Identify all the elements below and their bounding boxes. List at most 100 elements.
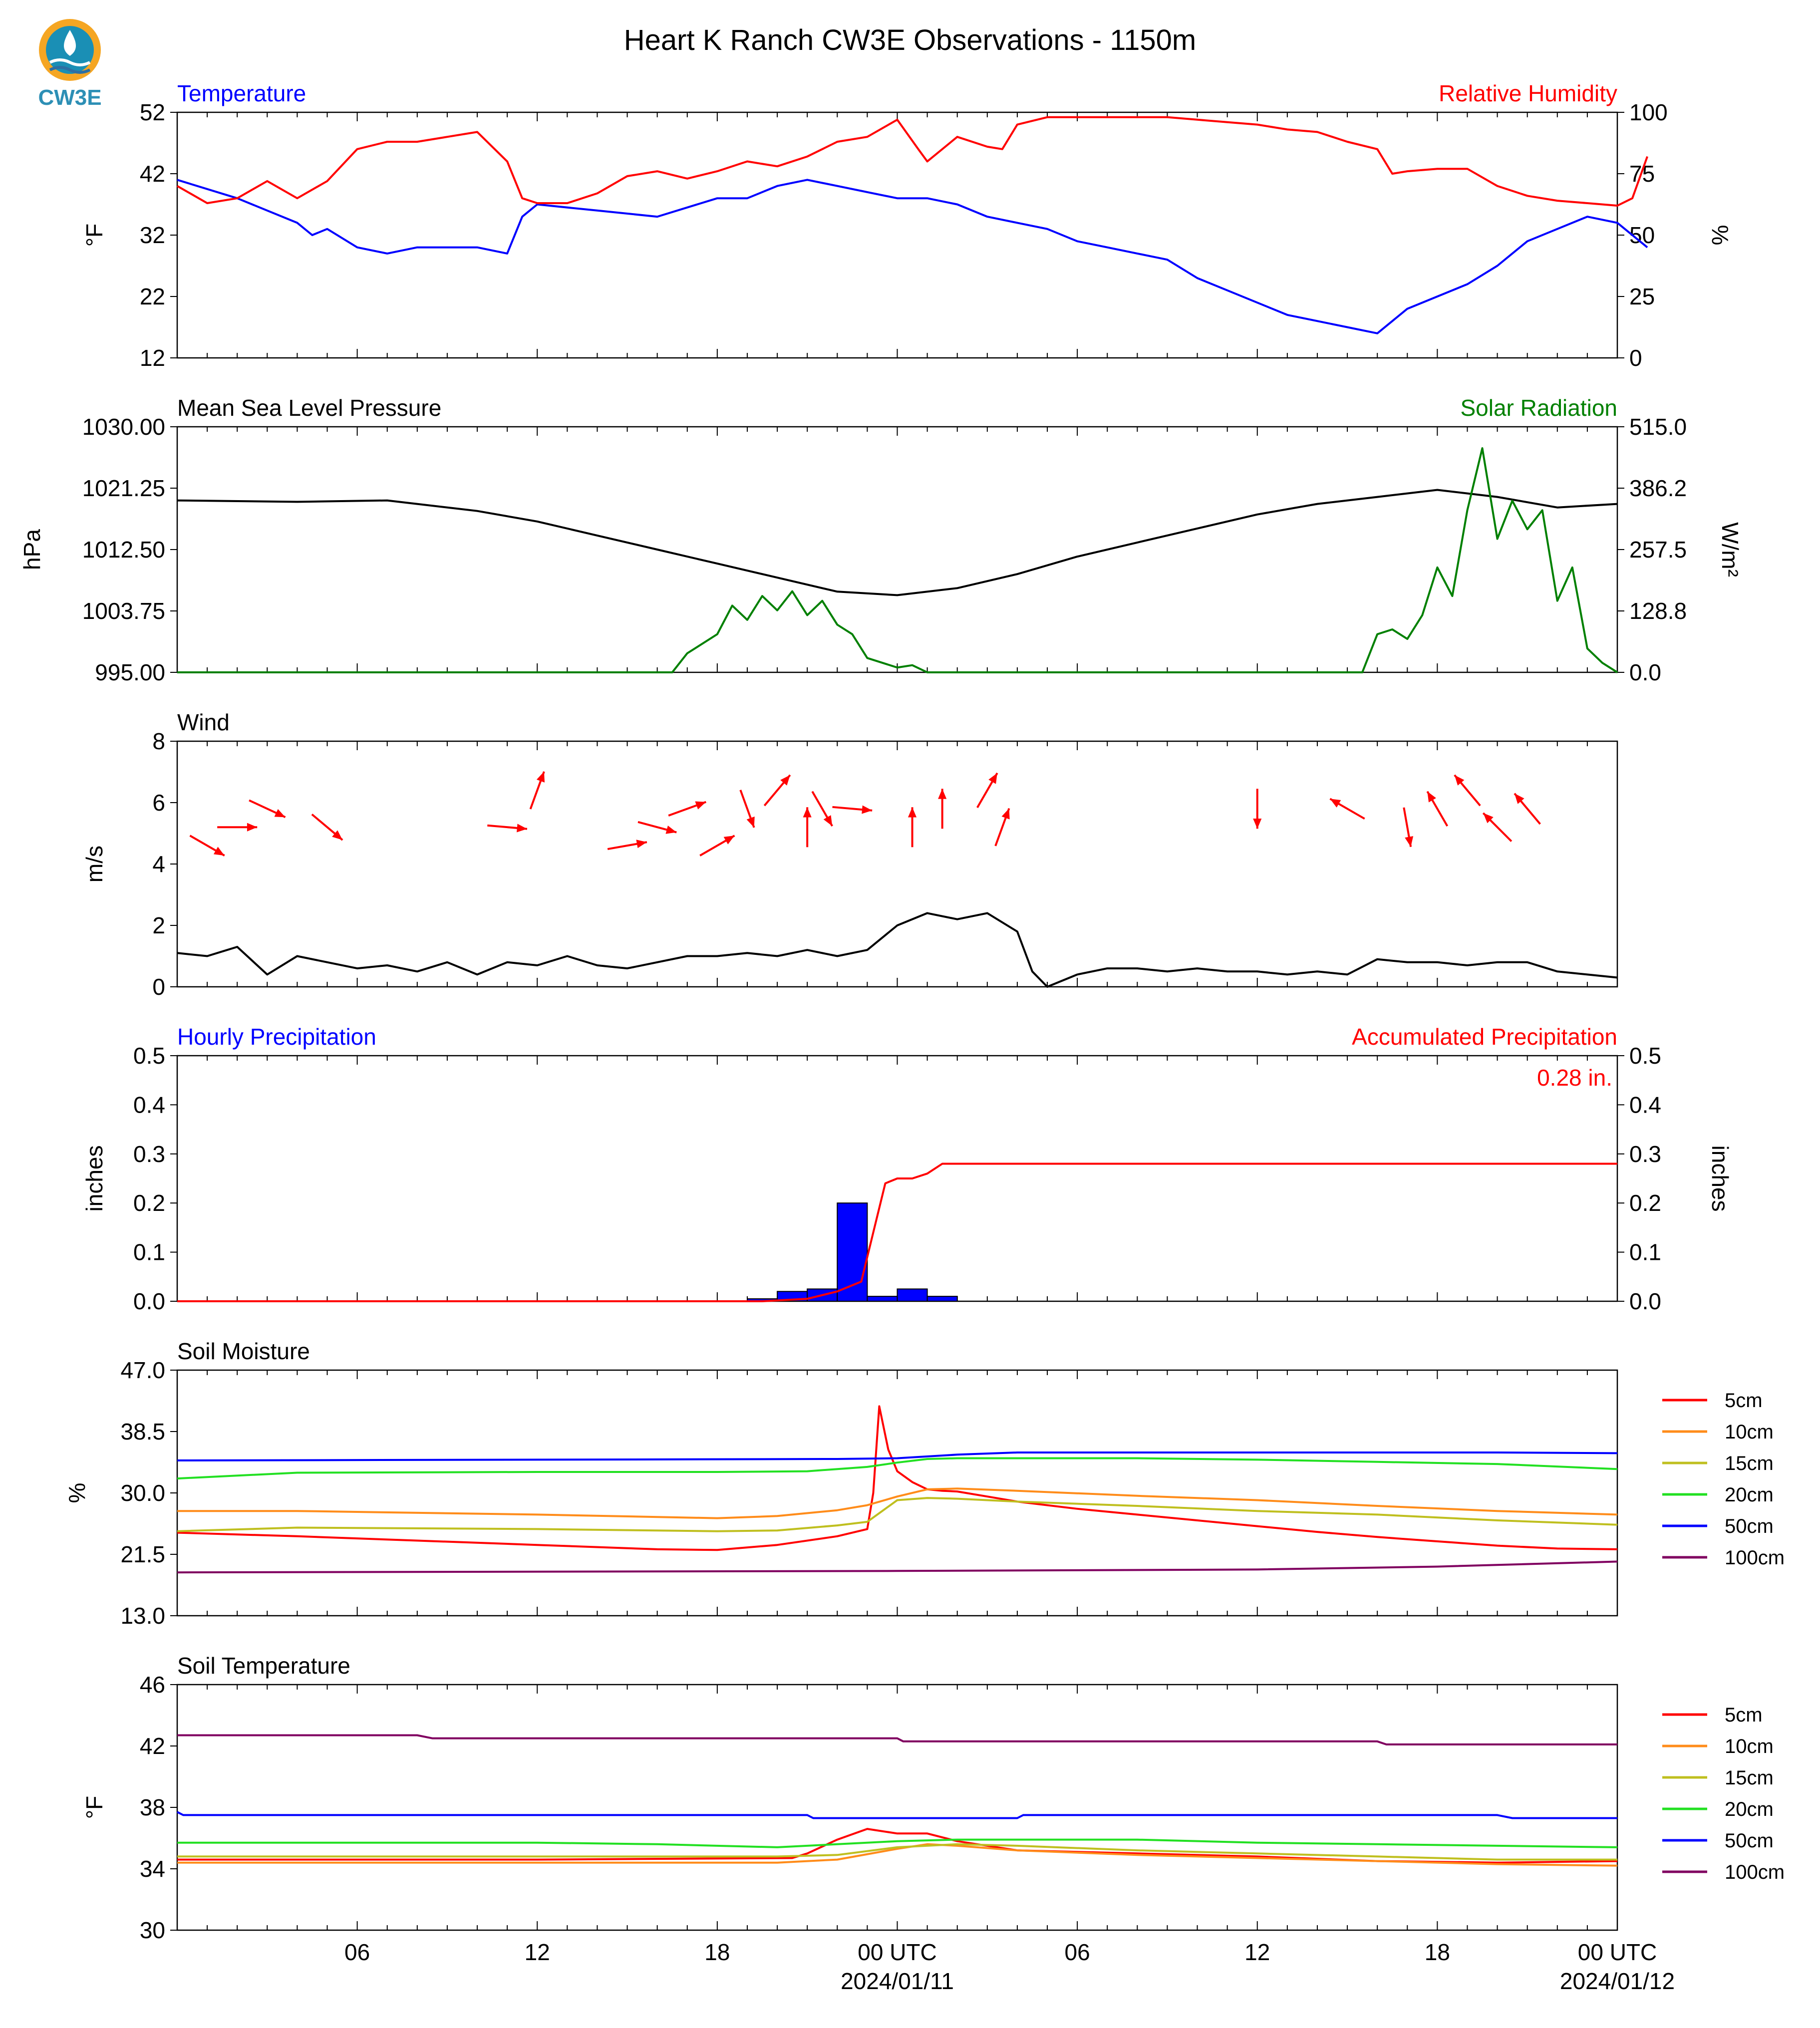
y-tick-label: 6 (152, 790, 165, 816)
panel-soilm: 13.0 21.5 30.0 38.5 47.0 Soil Moisture% 5cm 10c… (64, 1338, 1785, 1629)
legend-label: 15cm (1725, 1452, 1774, 1474)
series-line-accumulated-precipitation (177, 1162, 1617, 1302)
y-tick-label: 995.00 (95, 659, 165, 685)
legend-label: 100cm (1725, 1861, 1785, 1883)
y-tick-label: 32 (140, 222, 165, 248)
y-tick-label-right: 0.0 (1629, 659, 1661, 685)
x-tick-label: 12 (1244, 1939, 1270, 1965)
y-tick-label: 42 (140, 1733, 165, 1759)
y-tick-label: 1030.00 (82, 414, 165, 440)
panel-title-left: Soil Moisture (177, 1338, 310, 1364)
y-tick-label: 0.1 (133, 1239, 165, 1265)
x-tick-date-label: 2024/01/12 (1560, 1968, 1675, 1994)
wind-vector-head (938, 789, 947, 799)
panel-title-right: Accumulated Precipitation (1352, 1024, 1617, 1050)
y-tick-label-right: 0.2 (1629, 1190, 1661, 1216)
precip-bar (837, 1202, 868, 1302)
panel-title-left: Soil Temperature (177, 1653, 350, 1679)
y-tick-label: 21.5 (120, 1541, 165, 1567)
y-tick-label: 13.0 (120, 1603, 165, 1629)
accumulated-total-label: 0.28 in. (1537, 1065, 1612, 1091)
series-line-20cm (177, 1838, 1618, 1848)
legend-label: 50cm (1725, 1830, 1774, 1852)
wind-vector-head (332, 830, 343, 840)
series-line-solar-radiation (177, 447, 1618, 673)
wind-vector-head (823, 815, 833, 826)
wind-vector-head (1427, 791, 1436, 803)
series-line-10cm (177, 1843, 1618, 1867)
panel-title-left: Wind (177, 709, 230, 735)
series-line-wind-speed (177, 912, 1618, 988)
y-tick-label: 42 (140, 161, 165, 187)
y-axis-label: m/s (81, 846, 107, 882)
y-tick-label-right: 0.4 (1629, 1092, 1661, 1118)
series-line-100cm (177, 1734, 1617, 1745)
x-tick-label: 06 (344, 1939, 370, 1965)
wind-vector-head (780, 775, 790, 786)
depth-legend: 5cm 10cm 15cm 20cm 50cm 100cm (1662, 1704, 1785, 1883)
y-tick-label-right: 0 (1629, 345, 1642, 371)
y-axis-label: hPa (19, 529, 45, 570)
y-tick-label-right: 515.0 (1629, 414, 1687, 440)
wind-vector-head (274, 809, 286, 818)
y-tick-label-right: 25 (1629, 284, 1655, 309)
legend-label: 5cm (1725, 1390, 1763, 1412)
x-tick-label: 12 (525, 1939, 550, 1965)
wind-vector-head (213, 847, 225, 856)
y-tick-label: 0.5 (133, 1043, 165, 1069)
series-line-10cm (177, 1487, 1618, 1519)
x-tick-date-label: 2024/01/11 (841, 1968, 954, 1994)
y-tick-label: 12 (140, 345, 165, 371)
y-tick-label: 2 (152, 912, 165, 938)
wind-vector-head (247, 823, 258, 832)
logo-text: CW3E (38, 85, 101, 110)
panel-wind: 0 2 4 6 8 Wind m/s (81, 709, 1618, 1000)
y-axis-label-right: W/m² (1717, 522, 1743, 577)
y-tick-label: 0.4 (133, 1092, 165, 1118)
panel-soilt: 06 12 18 00 UTC 2024/01/11 06 12 18 00 UTC 2024/0… (81, 1653, 1785, 1994)
plot-frame (176, 740, 1618, 988)
plot-frame (176, 1684, 1618, 1931)
legend-label: 100cm (1725, 1547, 1785, 1569)
y-axis-label: inches (81, 1146, 107, 1212)
precip-bar (926, 1296, 958, 1302)
y-tick-label: 30 (140, 1917, 165, 1943)
wind-vector-head (536, 771, 545, 783)
wind-vector-head (1001, 808, 1010, 820)
x-tick-label: 18 (1425, 1939, 1450, 1965)
wind-vector-head (1483, 813, 1494, 824)
panel-title-left: Hourly Precipitation (177, 1024, 376, 1050)
cw3e-logo: CW3E (27, 15, 112, 110)
y-axis-label-right: % (1707, 225, 1733, 246)
y-tick-label: 1012.50 (82, 537, 165, 563)
y-tick-label: 0.0 (133, 1288, 165, 1314)
series-line-15cm (177, 1843, 1617, 1861)
y-tick-label: 30.0 (120, 1480, 165, 1506)
legend-label: 50cm (1725, 1515, 1774, 1537)
y-tick-label: 0.2 (133, 1190, 165, 1216)
wind-vector-head (908, 807, 917, 818)
panel-title-left: Temperature (177, 80, 306, 106)
figure-title: Heart K Ranch CW3E Observations - 1150m (624, 24, 1197, 56)
panel-pres: 995.00 1003.75 1012.50 1021.25 1030.00 0.0 128… (19, 395, 1743, 685)
legend-label: 20cm (1725, 1484, 1774, 1506)
y-tick-label: 47.0 (120, 1357, 165, 1383)
precip-bar (867, 1296, 898, 1302)
y-tick-label-right: 0.3 (1629, 1141, 1661, 1167)
y-axis-label-right: inches (1707, 1146, 1733, 1212)
y-tick-label: 34 (140, 1856, 165, 1882)
panel-title-right: Solar Radiation (1460, 395, 1617, 421)
y-axis-label: °F (81, 224, 107, 247)
series-line-50cm (177, 1811, 1617, 1819)
wind-vector-head (1454, 775, 1465, 786)
y-tick-label: 0 (152, 974, 165, 1000)
wind-vector-head (517, 824, 527, 833)
y-tick-label-right: 257.5 (1629, 537, 1687, 563)
legend-label: 10cm (1725, 1736, 1774, 1757)
x-tick-label: 00 UTC (858, 1939, 936, 1965)
series-line-temperature (177, 179, 1648, 334)
wind-vector-head (1514, 793, 1524, 804)
y-tick-label: 38 (140, 1794, 165, 1820)
